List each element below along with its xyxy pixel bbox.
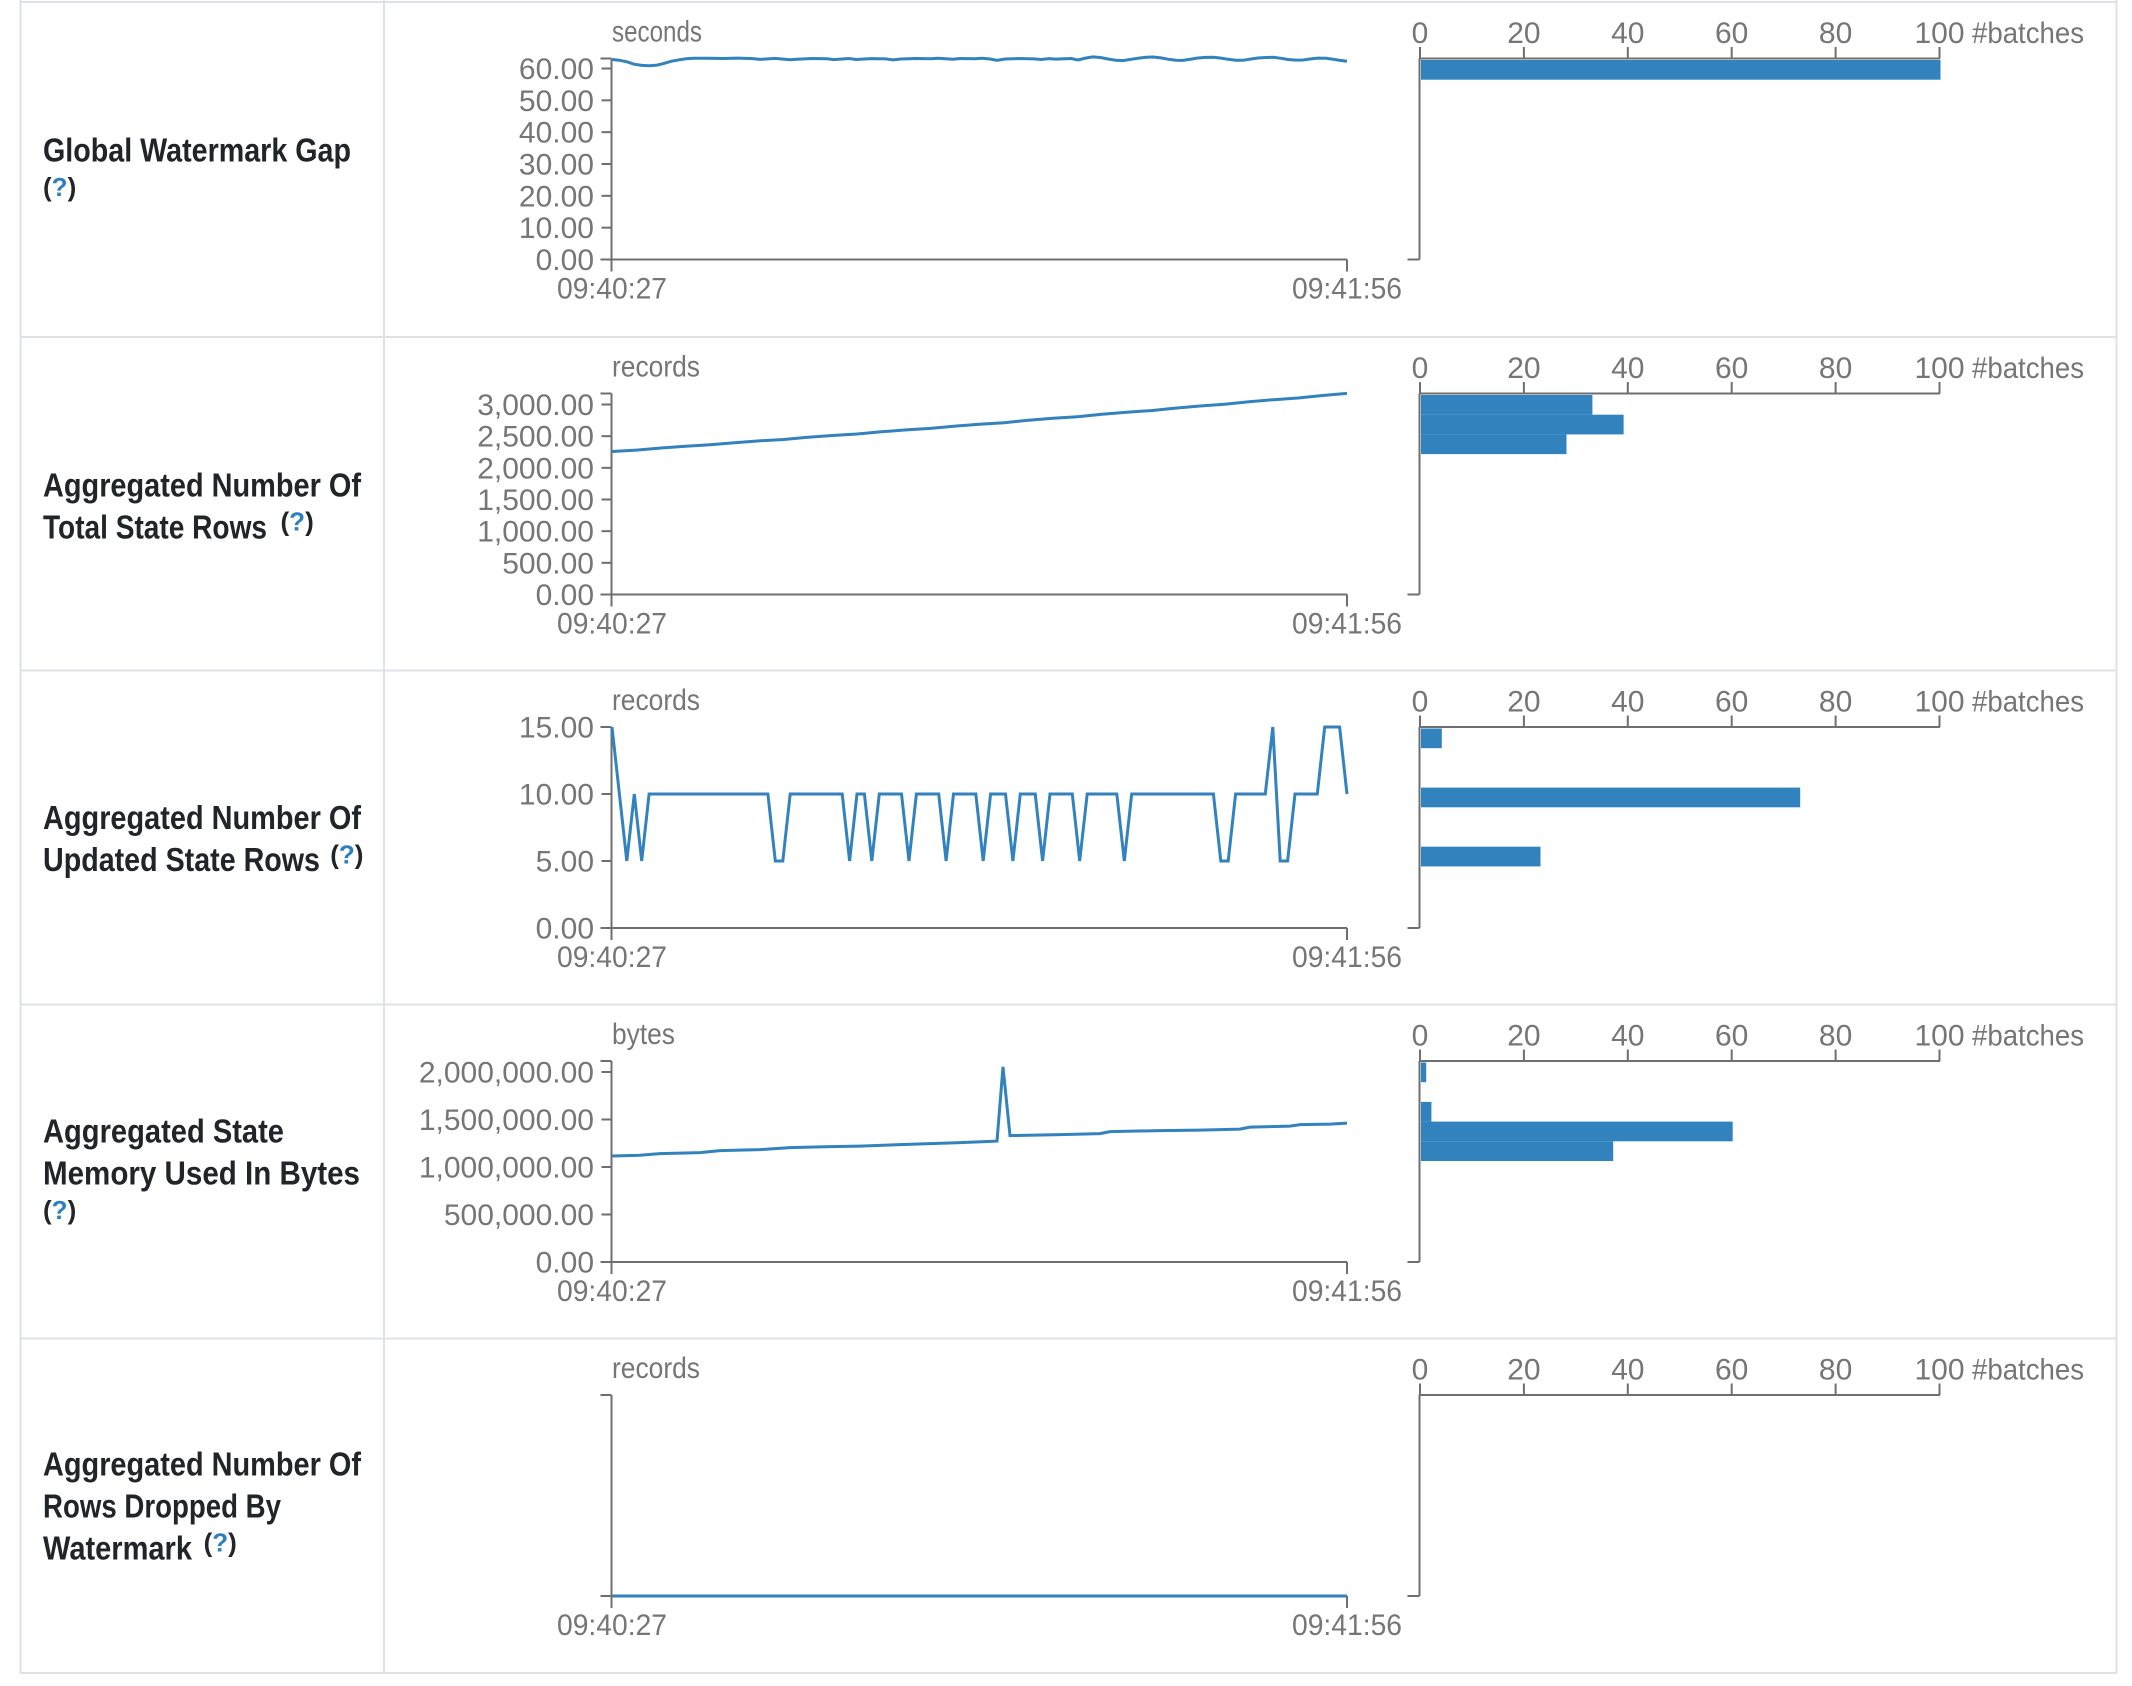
svg-text:Aggregated Number Of: Aggregated Number Of xyxy=(43,1445,362,1482)
svg-text:50.00: 50.00 xyxy=(519,85,594,118)
svg-text:100: 100 xyxy=(1914,17,1964,50)
svg-text:40: 40 xyxy=(1611,352,1644,385)
svg-text:0: 0 xyxy=(1412,686,1429,719)
svg-text:bytes: bytes xyxy=(612,1018,675,1051)
svg-text:09:41:56: 09:41:56 xyxy=(1292,1609,1402,1642)
svg-text:records: records xyxy=(612,1352,700,1385)
svg-text:60: 60 xyxy=(1715,352,1748,385)
svg-text:80: 80 xyxy=(1819,1020,1852,1053)
svg-text:0.00: 0.00 xyxy=(536,913,594,946)
svg-text:80: 80 xyxy=(1819,686,1852,719)
svg-text:3,000.00: 3,000.00 xyxy=(477,389,594,422)
svg-text:20: 20 xyxy=(1507,1354,1540,1387)
svg-text:20.00: 20.00 xyxy=(519,180,594,213)
svg-text:(?): (?) xyxy=(330,840,363,870)
svg-text:60: 60 xyxy=(1715,1020,1748,1053)
svg-text:20: 20 xyxy=(1507,1020,1540,1053)
svg-text:09:41:56: 09:41:56 xyxy=(1292,1275,1402,1308)
svg-text:09:41:56: 09:41:56 xyxy=(1292,273,1402,306)
svg-text:09:40:27: 09:40:27 xyxy=(557,1609,667,1642)
svg-text:0: 0 xyxy=(1412,17,1429,50)
svg-text:2,000.00: 2,000.00 xyxy=(477,452,594,485)
svg-text:09:40:27: 09:40:27 xyxy=(557,941,667,974)
svg-text:Aggregated Number Of: Aggregated Number Of xyxy=(43,466,362,503)
svg-text:20: 20 xyxy=(1507,352,1540,385)
svg-text:records: records xyxy=(612,351,700,384)
svg-text:40: 40 xyxy=(1611,1020,1644,1053)
svg-text:1,500,000.00: 1,500,000.00 xyxy=(419,1104,594,1137)
svg-text:80: 80 xyxy=(1819,1354,1852,1387)
svg-text:2,000,000.00: 2,000,000.00 xyxy=(419,1057,594,1090)
svg-text:#batches: #batches xyxy=(1972,1020,2084,1053)
svg-text:Updated State Rows: Updated State Rows xyxy=(43,841,320,878)
svg-text:0.00: 0.00 xyxy=(536,244,594,277)
svg-text:(?): (?) xyxy=(43,172,76,202)
svg-text:0.00: 0.00 xyxy=(536,579,594,612)
svg-text:Total State Rows: Total State Rows xyxy=(43,508,267,545)
svg-text:(?): (?) xyxy=(204,1528,237,1558)
svg-text:80: 80 xyxy=(1819,352,1852,385)
svg-text:500.00: 500.00 xyxy=(502,547,594,580)
svg-text:80: 80 xyxy=(1819,17,1852,50)
svg-text:0: 0 xyxy=(1412,352,1429,385)
svg-text:60: 60 xyxy=(1715,17,1748,50)
svg-text:500,000.00: 500,000.00 xyxy=(444,1199,594,1232)
svg-text:#batches: #batches xyxy=(1972,352,2084,385)
svg-text:Global Watermark Gap: Global Watermark Gap xyxy=(43,132,351,169)
svg-text:15.00: 15.00 xyxy=(519,712,594,745)
svg-text:#batches: #batches xyxy=(1972,17,2084,50)
svg-text:09:40:27: 09:40:27 xyxy=(557,608,667,641)
svg-text:Rows Dropped By: Rows Dropped By xyxy=(43,1487,282,1524)
svg-text:#batches: #batches xyxy=(1972,1354,2084,1387)
svg-text:20: 20 xyxy=(1507,686,1540,719)
svg-text:09:40:27: 09:40:27 xyxy=(557,1275,667,1308)
svg-text:10.00: 10.00 xyxy=(519,212,594,245)
svg-text:40: 40 xyxy=(1611,1354,1644,1387)
svg-text:100: 100 xyxy=(1914,1354,1964,1387)
svg-text:records: records xyxy=(612,684,700,717)
svg-text:10.00: 10.00 xyxy=(519,779,594,812)
svg-text:0: 0 xyxy=(1412,1020,1429,1053)
svg-text:(?): (?) xyxy=(281,507,314,537)
svg-text:20: 20 xyxy=(1507,17,1540,50)
svg-text:100: 100 xyxy=(1914,1020,1964,1053)
svg-text:0.00: 0.00 xyxy=(536,1247,594,1280)
svg-text:Aggregated State: Aggregated State xyxy=(43,1113,284,1150)
svg-text:40: 40 xyxy=(1611,17,1644,50)
svg-text:09:41:56: 09:41:56 xyxy=(1292,941,1402,974)
svg-text:09:41:56: 09:41:56 xyxy=(1292,608,1402,641)
svg-text:0: 0 xyxy=(1412,1354,1429,1387)
svg-text:100: 100 xyxy=(1914,352,1964,385)
svg-text:Aggregated Number Of: Aggregated Number Of xyxy=(43,799,362,836)
svg-text:30.00: 30.00 xyxy=(519,148,594,181)
svg-text:Watermark: Watermark xyxy=(43,1529,193,1566)
svg-text:60: 60 xyxy=(1715,1354,1748,1387)
svg-text:60.00: 60.00 xyxy=(519,53,594,86)
svg-text:1,000.00: 1,000.00 xyxy=(477,516,594,549)
svg-text:2,500.00: 2,500.00 xyxy=(477,421,594,454)
svg-text:seconds: seconds xyxy=(612,16,702,49)
svg-text:Memory Used In Bytes: Memory Used In Bytes xyxy=(43,1155,360,1192)
svg-text:(?): (?) xyxy=(43,1195,76,1225)
svg-text:100: 100 xyxy=(1914,686,1964,719)
svg-text:40: 40 xyxy=(1611,686,1644,719)
svg-text:1,000,000.00: 1,000,000.00 xyxy=(419,1152,594,1185)
svg-text:60: 60 xyxy=(1715,686,1748,719)
svg-text:#batches: #batches xyxy=(1972,686,2084,719)
svg-text:5.00: 5.00 xyxy=(536,846,594,879)
svg-text:40.00: 40.00 xyxy=(519,117,594,150)
svg-text:1,500.00: 1,500.00 xyxy=(477,484,594,517)
svg-text:09:40:27: 09:40:27 xyxy=(557,273,667,306)
